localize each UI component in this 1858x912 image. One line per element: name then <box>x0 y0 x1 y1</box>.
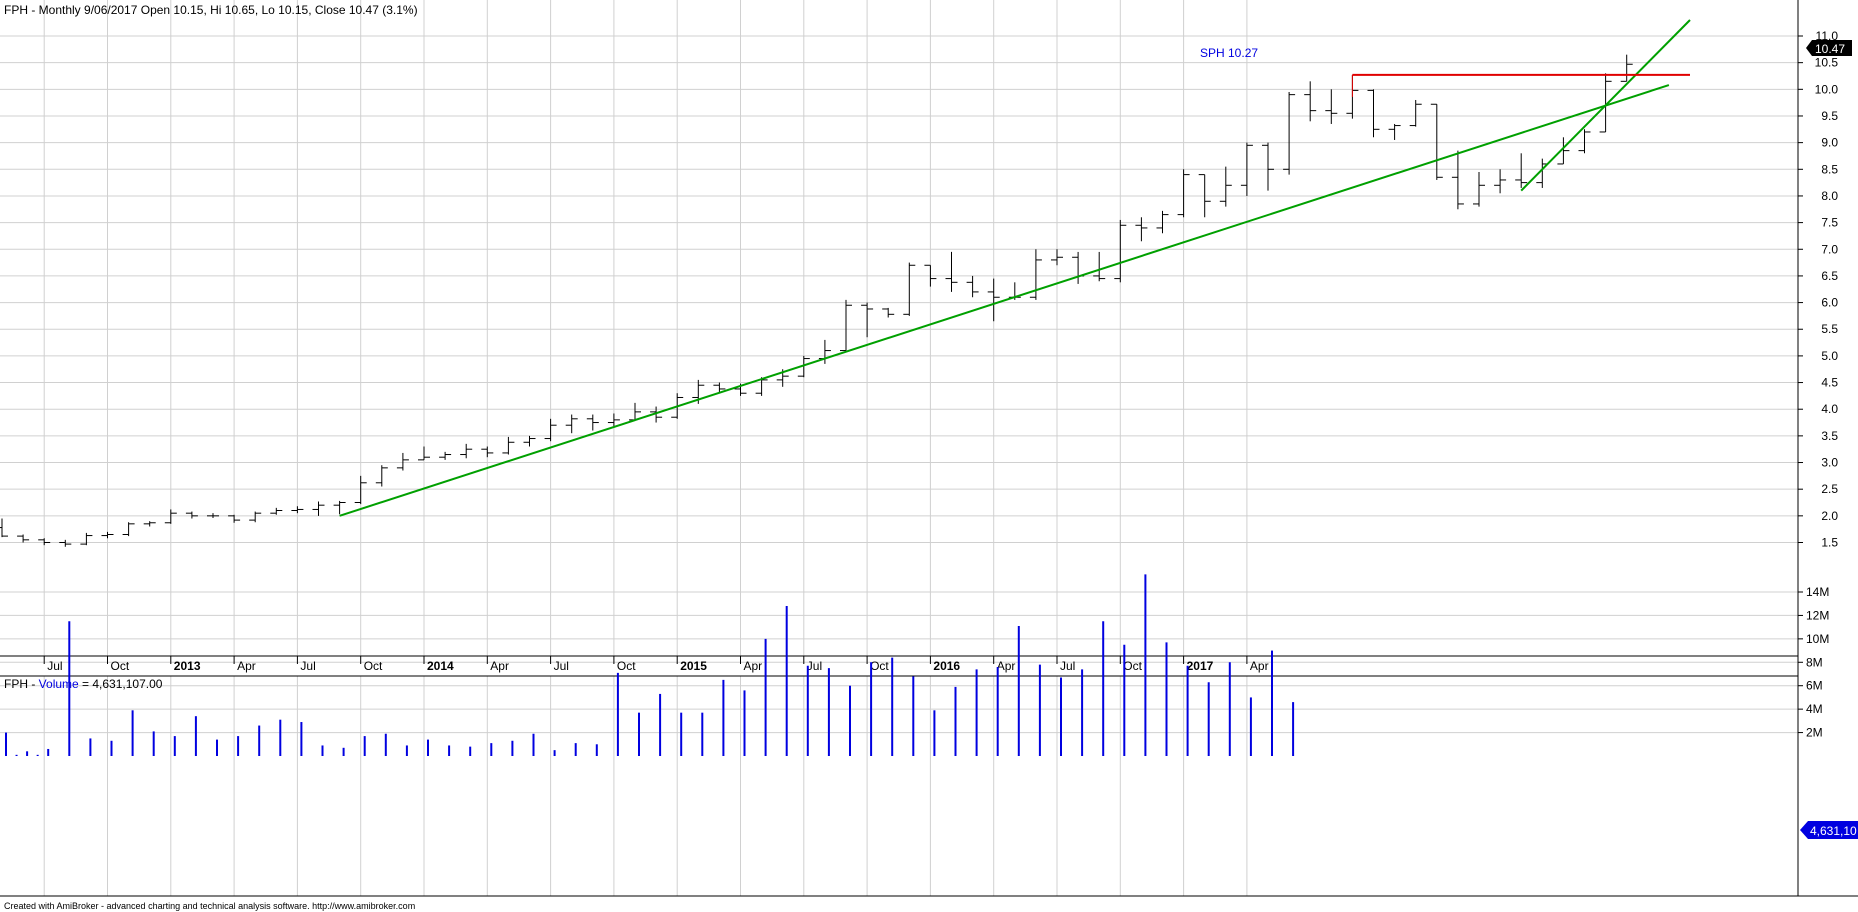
price-tick-label: 8.5 <box>1821 162 1838 176</box>
volume-grid <box>0 591 1798 896</box>
x-tick-label: Oct <box>870 659 889 673</box>
x-tick-label: Jul <box>300 659 315 673</box>
price-tick-label: 6.0 <box>1821 296 1838 310</box>
x-tick-label: Jul <box>1060 659 1075 673</box>
price-header: FPH - Monthly 9/06/2017 Open 10.15, Hi 1… <box>4 3 418 17</box>
price-axis-labels: 1.5 2.0 2.5 3.0 3.5 4.0 4.5 5.0 5.5 6.0 6.5 7.0 7.5 8… <box>1798 29 1838 550</box>
x-tick-label: Oct <box>111 659 130 673</box>
price-tick-label: 10.0 <box>1815 82 1839 96</box>
price-tick-label: 11.0 <box>1816 29 1839 43</box>
x-tick-label: Jul <box>807 659 822 673</box>
price-tick-label: 4.0 <box>1821 402 1838 416</box>
price-tick-label: 9.0 <box>1821 136 1838 150</box>
x-tick-label: Apr <box>237 659 256 673</box>
volume-header: FPH - Volume = 4,631,107.00 <box>4 677 163 691</box>
price-tick-label: 5.0 <box>1821 349 1838 363</box>
price-tick-label: 2.0 <box>1821 509 1838 523</box>
price-tick-label: 6.5 <box>1821 269 1838 283</box>
volume-bars <box>5 574 1295 756</box>
x-tick-label: 2017 <box>1187 659 1214 673</box>
volume-tick-label: 2M <box>1806 726 1823 740</box>
last-volume-label: 4,631,10 <box>1810 824 1857 838</box>
x-tick-label: Jul <box>554 659 569 673</box>
trendline <box>339 84 1670 517</box>
x-tick-label: 2015 <box>680 659 707 673</box>
volume-tick-label: 10M <box>1806 632 1829 646</box>
x-tick-label: Oct <box>364 659 383 673</box>
price-tick-label: 3.5 <box>1821 429 1838 443</box>
x-tick-label: 2013 <box>174 659 201 673</box>
x-tick-label: 2016 <box>933 659 960 673</box>
footer-credit: Created with AmiBroker - advanced charti… <box>4 901 415 911</box>
x-tick-label: Apr <box>744 659 763 673</box>
price-grid <box>0 0 1798 656</box>
x-tick-label: Apr <box>997 659 1016 673</box>
x-tick-label: Oct <box>617 659 636 673</box>
volume-tick-label: 4M <box>1806 702 1823 716</box>
volume-tick-label: 8M <box>1806 655 1823 669</box>
x-tick-label: Apr <box>1250 659 1269 673</box>
x-tick-label: Oct <box>1123 659 1142 673</box>
price-tick-label: 3.0 <box>1821 456 1838 470</box>
x-tick-label: Apr <box>490 659 509 673</box>
price-tick-label: 7.0 <box>1821 242 1838 256</box>
volume-axis-labels: 2M 4M 6M 8M 10M 12M 14M <box>1798 585 1829 740</box>
x-tick-label: Jul <box>47 659 62 673</box>
price-tick-label: 9.5 <box>1821 109 1838 123</box>
price-tick-label: 4.5 <box>1821 376 1838 390</box>
price-tick-label: 2.5 <box>1821 482 1838 496</box>
price-tick-label: 10.5 <box>1815 56 1839 70</box>
last-price-label: 10.47 <box>1815 42 1845 56</box>
trendlines <box>339 19 1691 517</box>
x-axis-labels: Jul Oct 2013 Apr Jul Oct 2014 Apr Jul Oct 2015 Apr J… <box>43 656 1269 673</box>
price-tick-label: 8.0 <box>1821 189 1838 203</box>
volume-tick-label: 12M <box>1806 608 1829 622</box>
price-tick-label: 5.5 <box>1821 322 1838 336</box>
last-volume-tag: 4,631,10 <box>1800 821 1858 839</box>
price-tick-label: 1.5 <box>1821 536 1838 550</box>
x-tick-label: 2014 <box>427 659 454 673</box>
price-tick-label: 7.5 <box>1821 216 1838 230</box>
volume-tick-label: 6M <box>1806 679 1823 693</box>
volume-tick-label: 14M <box>1806 585 1829 599</box>
sph-annotation: SPH 10.27 <box>1200 46 1258 60</box>
price-bars <box>0 54 1633 547</box>
trendline <box>1520 19 1691 192</box>
last-price-tag: 10.47 <box>1806 40 1852 56</box>
